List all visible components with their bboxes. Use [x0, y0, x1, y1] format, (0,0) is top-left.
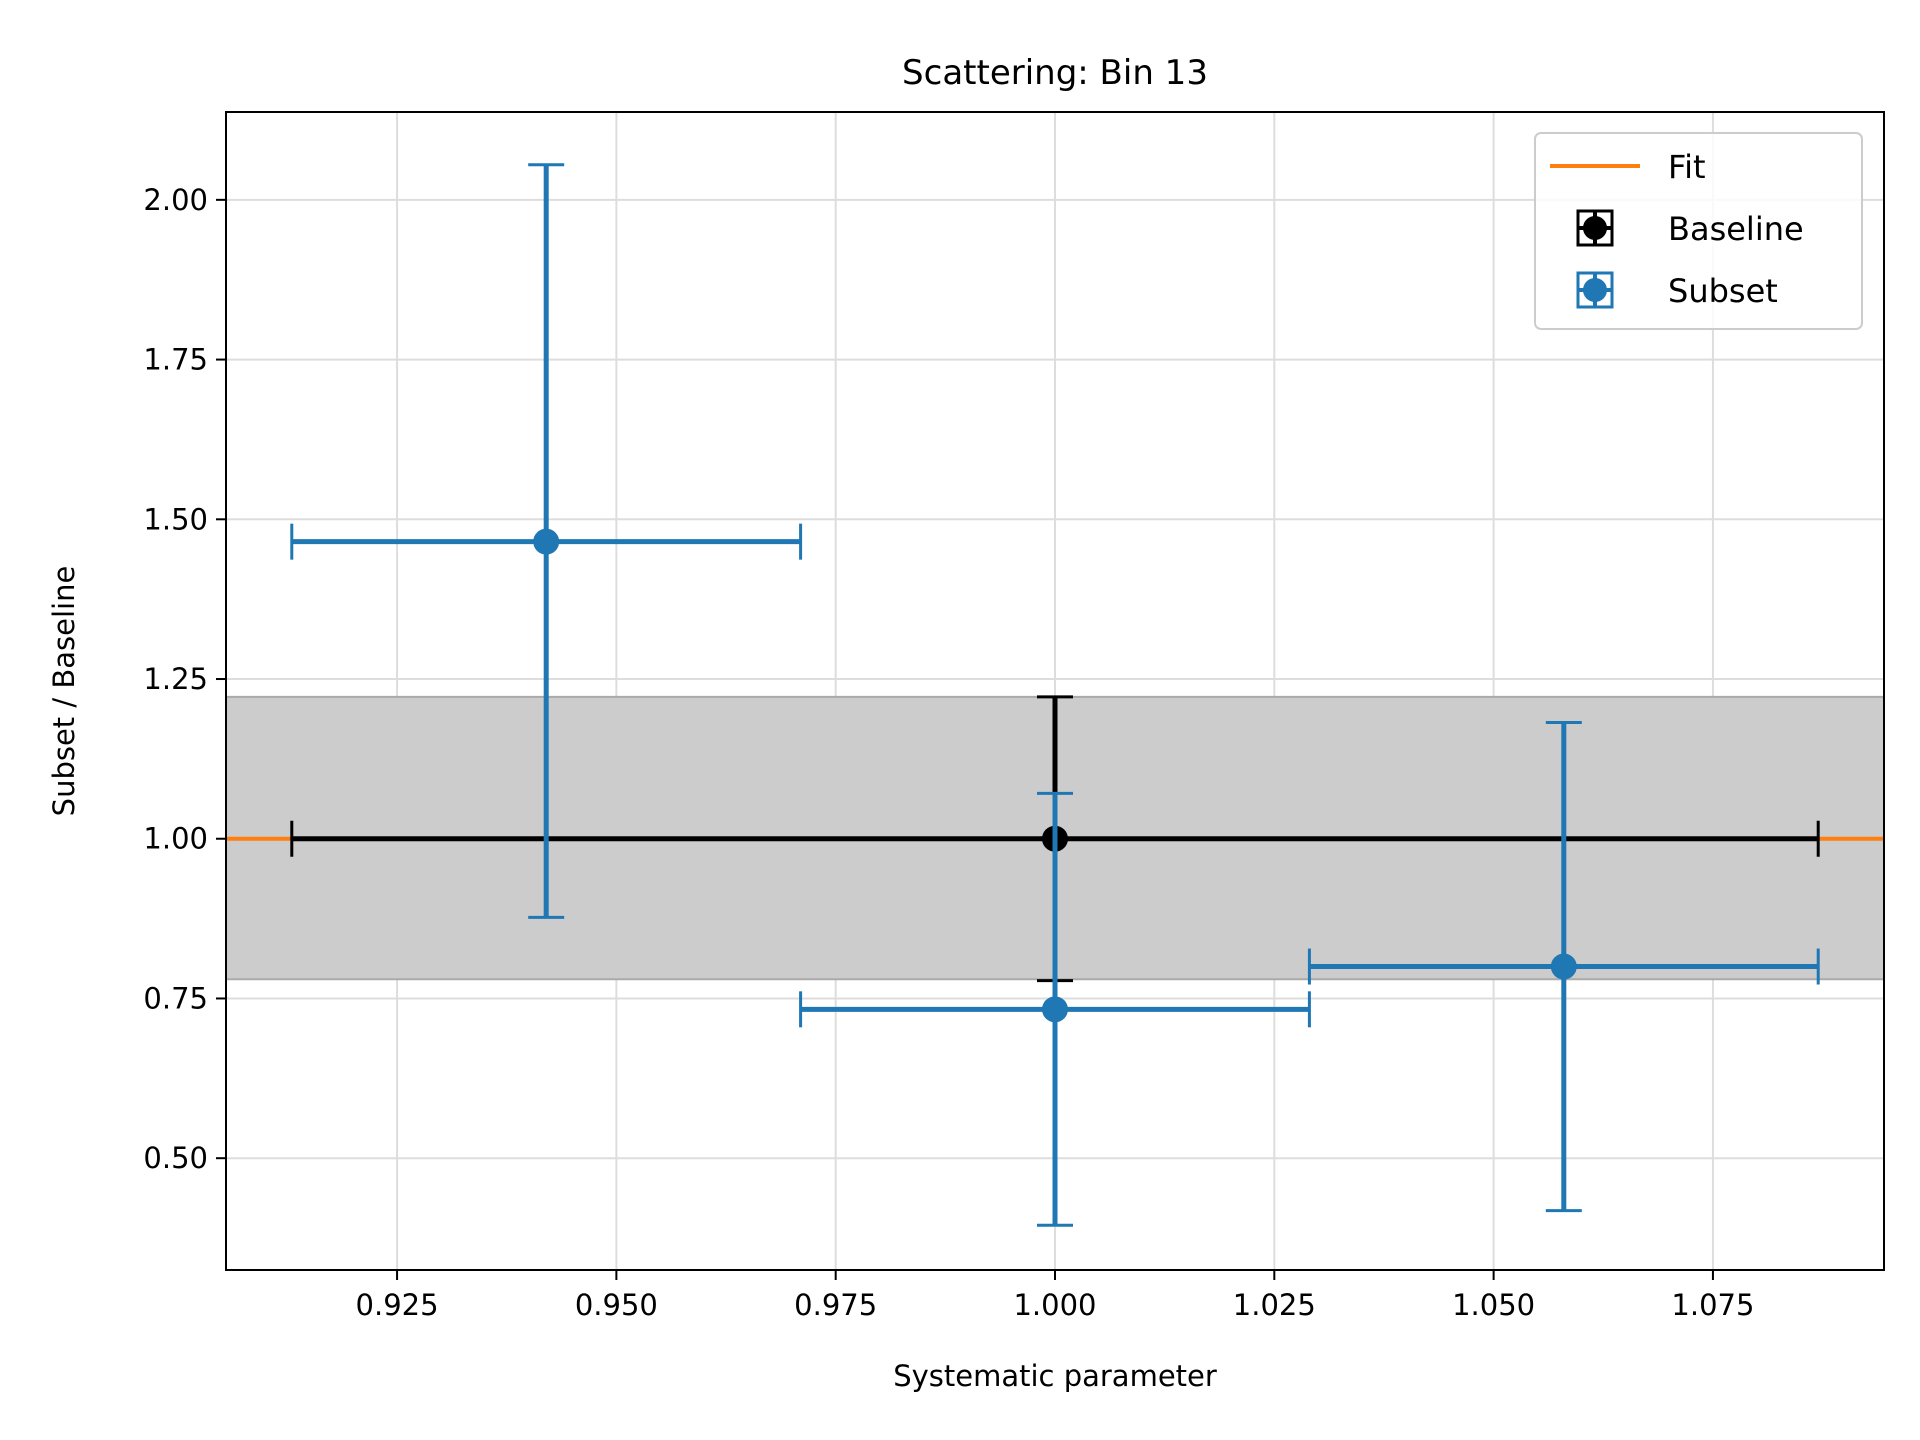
- legend: Fit Baseline Subset: [1534, 132, 1863, 330]
- subset-marker: [1042, 996, 1068, 1023]
- ticks: 0.925 0.950 0.975 1.000 1.025 1.050 1.075 0.50 0…: [143, 183, 1754, 1322]
- legend-label-subset: Subset: [1668, 272, 1778, 310]
- x-tick-label: 1.000: [1013, 1288, 1096, 1322]
- legend-dot: [1583, 216, 1607, 240]
- y-axis-label: Subset / Baseline: [47, 566, 81, 817]
- legend-baseline-marker: [1576, 209, 1614, 247]
- subset-marker: [533, 528, 560, 555]
- legend-subset-marker: [1576, 271, 1614, 309]
- subset-point: [799, 791, 1311, 1227]
- data-layer: [290, 163, 1820, 1227]
- x-tick-label: 1.075: [1671, 1288, 1754, 1322]
- x-axis-label: Systematic parameter: [893, 1359, 1217, 1393]
- legend-frame: [1534, 132, 1863, 330]
- x-tick-label: 1.050: [1452, 1288, 1535, 1322]
- subset-point: [290, 163, 803, 919]
- y-tick-label: 1.75: [143, 343, 208, 377]
- chart-title: Scattering: Bin 13: [902, 53, 1208, 93]
- y-tick-label: 2.00: [143, 183, 208, 217]
- x-tick-label: 1.025: [1233, 1288, 1316, 1322]
- legend-label-baseline: Baseline: [1668, 210, 1804, 248]
- x-tick-label: 0.975: [794, 1288, 877, 1322]
- y-tick-label: 1.00: [143, 822, 208, 856]
- legend-label-fit: Fit: [1668, 148, 1706, 186]
- x-tick-label: 0.925: [356, 1288, 439, 1322]
- subset-point: [1307, 720, 1820, 1213]
- y-tick-label: 1.50: [143, 502, 208, 536]
- y-tick-label: 0.75: [143, 981, 208, 1015]
- legend-dot: [1583, 278, 1607, 302]
- y-tick-label: 1.25: [143, 662, 208, 696]
- y-tick-label: 0.50: [143, 1141, 208, 1175]
- subset-marker: [1550, 953, 1577, 980]
- x-tick-label: 0.950: [575, 1288, 658, 1322]
